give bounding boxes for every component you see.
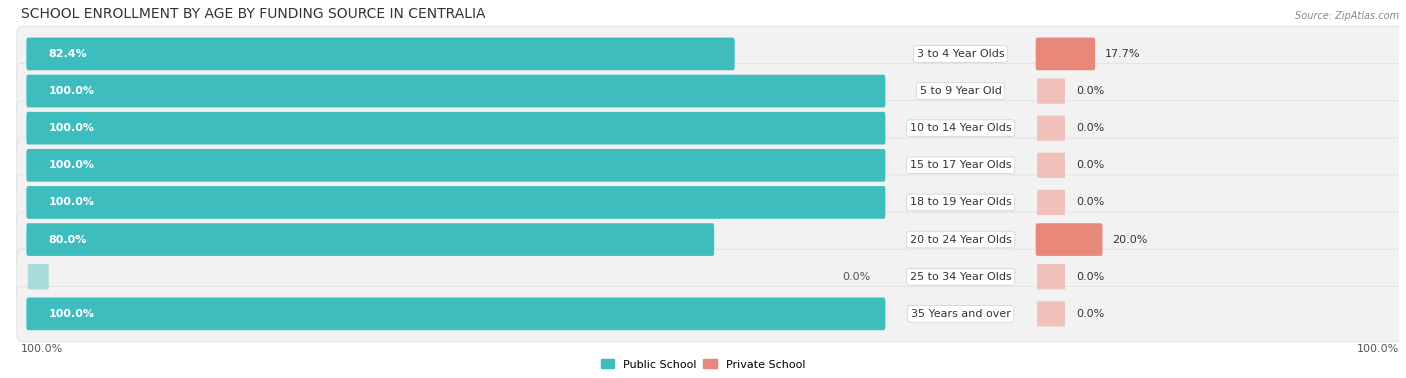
Text: 17.7%: 17.7% <box>1105 49 1140 59</box>
Text: 100.0%: 100.0% <box>49 86 94 96</box>
FancyBboxPatch shape <box>27 186 886 219</box>
Text: 100.0%: 100.0% <box>49 160 94 170</box>
FancyBboxPatch shape <box>17 101 1403 156</box>
Text: 20 to 24 Year Olds: 20 to 24 Year Olds <box>910 235 1011 245</box>
FancyBboxPatch shape <box>1038 116 1064 141</box>
Text: 18 to 19 Year Olds: 18 to 19 Year Olds <box>910 197 1011 208</box>
Text: 35 Years and over: 35 Years and over <box>911 309 1011 319</box>
Text: SCHOOL ENROLLMENT BY AGE BY FUNDING SOURCE IN CENTRALIA: SCHOOL ENROLLMENT BY AGE BY FUNDING SOUR… <box>21 6 485 20</box>
Text: 15 to 17 Year Olds: 15 to 17 Year Olds <box>910 160 1011 170</box>
FancyBboxPatch shape <box>28 264 49 289</box>
FancyBboxPatch shape <box>1038 190 1064 215</box>
FancyBboxPatch shape <box>27 149 886 182</box>
FancyBboxPatch shape <box>1036 37 1095 70</box>
FancyBboxPatch shape <box>27 297 886 330</box>
Text: 0.0%: 0.0% <box>1076 86 1104 96</box>
Text: 100.0%: 100.0% <box>21 344 63 353</box>
Text: 100.0%: 100.0% <box>49 197 94 208</box>
Text: 100.0%: 100.0% <box>1357 344 1399 353</box>
FancyBboxPatch shape <box>27 112 886 144</box>
Text: 100.0%: 100.0% <box>49 309 94 319</box>
Text: 0.0%: 0.0% <box>1076 197 1104 208</box>
Text: 0.0%: 0.0% <box>1076 160 1104 170</box>
FancyBboxPatch shape <box>17 212 1403 267</box>
Text: 10 to 14 Year Olds: 10 to 14 Year Olds <box>910 123 1011 133</box>
Text: 0.0%: 0.0% <box>1076 123 1104 133</box>
FancyBboxPatch shape <box>27 37 735 70</box>
FancyBboxPatch shape <box>27 75 886 107</box>
FancyBboxPatch shape <box>1038 78 1064 104</box>
FancyBboxPatch shape <box>17 287 1403 341</box>
Text: 100.0%: 100.0% <box>49 123 94 133</box>
FancyBboxPatch shape <box>17 249 1403 304</box>
Text: 82.4%: 82.4% <box>49 49 87 59</box>
Text: 5 to 9 Year Old: 5 to 9 Year Old <box>920 86 1001 96</box>
FancyBboxPatch shape <box>1036 223 1102 256</box>
FancyBboxPatch shape <box>27 223 714 256</box>
Legend: Public School, Private School: Public School, Private School <box>596 355 810 374</box>
FancyBboxPatch shape <box>1038 301 1064 327</box>
FancyBboxPatch shape <box>1038 264 1064 289</box>
FancyBboxPatch shape <box>17 175 1403 230</box>
Text: 0.0%: 0.0% <box>1076 272 1104 282</box>
FancyBboxPatch shape <box>17 64 1403 119</box>
Text: Source: ZipAtlas.com: Source: ZipAtlas.com <box>1295 11 1399 20</box>
FancyBboxPatch shape <box>17 26 1403 81</box>
FancyBboxPatch shape <box>1038 153 1064 178</box>
FancyBboxPatch shape <box>17 138 1403 193</box>
Text: 0.0%: 0.0% <box>1076 309 1104 319</box>
Text: 80.0%: 80.0% <box>49 235 87 245</box>
Text: 20.0%: 20.0% <box>1112 235 1147 245</box>
Text: 3 to 4 Year Olds: 3 to 4 Year Olds <box>917 49 1004 59</box>
Text: 0.0%: 0.0% <box>842 272 870 282</box>
Text: 25 to 34 Year Olds: 25 to 34 Year Olds <box>910 272 1011 282</box>
